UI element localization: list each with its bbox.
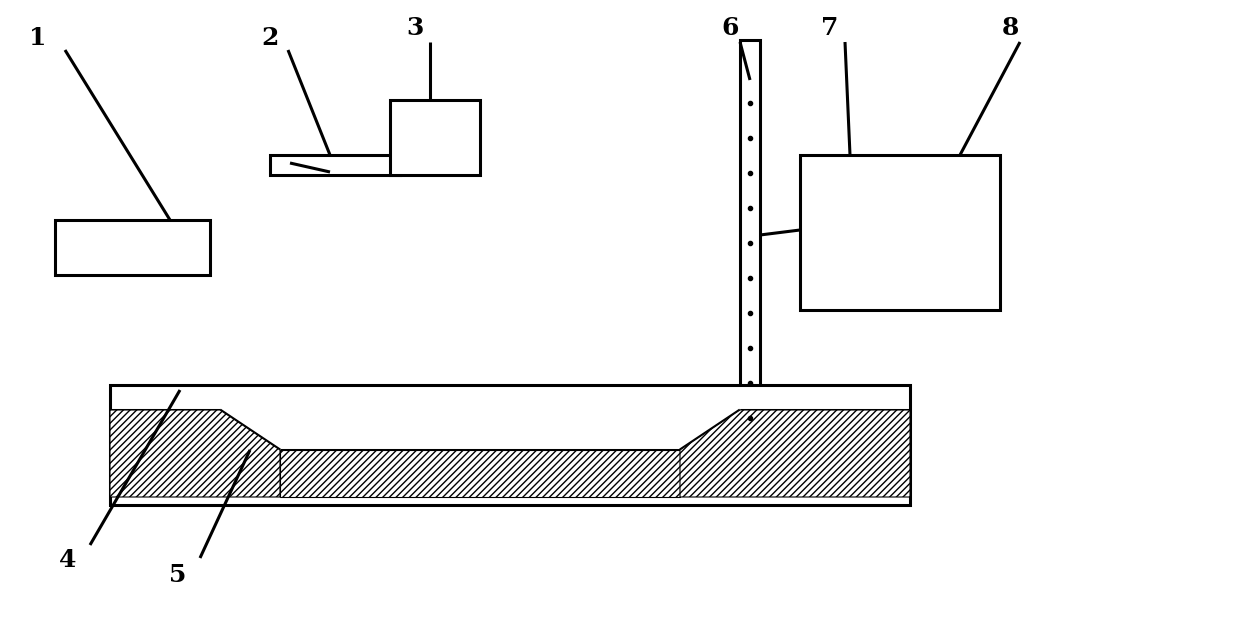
Bar (740, 40, 760, 440)
Bar (110, 385, 910, 505)
Text: 8: 8 (1002, 16, 1019, 40)
Polygon shape (280, 450, 680, 497)
Polygon shape (680, 410, 910, 497)
Text: 6: 6 (722, 16, 739, 40)
Text: 4: 4 (60, 548, 77, 572)
Text: 3: 3 (407, 16, 424, 40)
Text: 7: 7 (821, 16, 838, 40)
Bar (270, 155, 401, 175)
Bar (55, 220, 210, 275)
Bar (391, 100, 480, 175)
Bar (800, 155, 999, 310)
Polygon shape (110, 410, 280, 497)
Text: 2: 2 (262, 26, 279, 50)
Text: 5: 5 (170, 563, 187, 587)
Text: 1: 1 (30, 26, 47, 50)
